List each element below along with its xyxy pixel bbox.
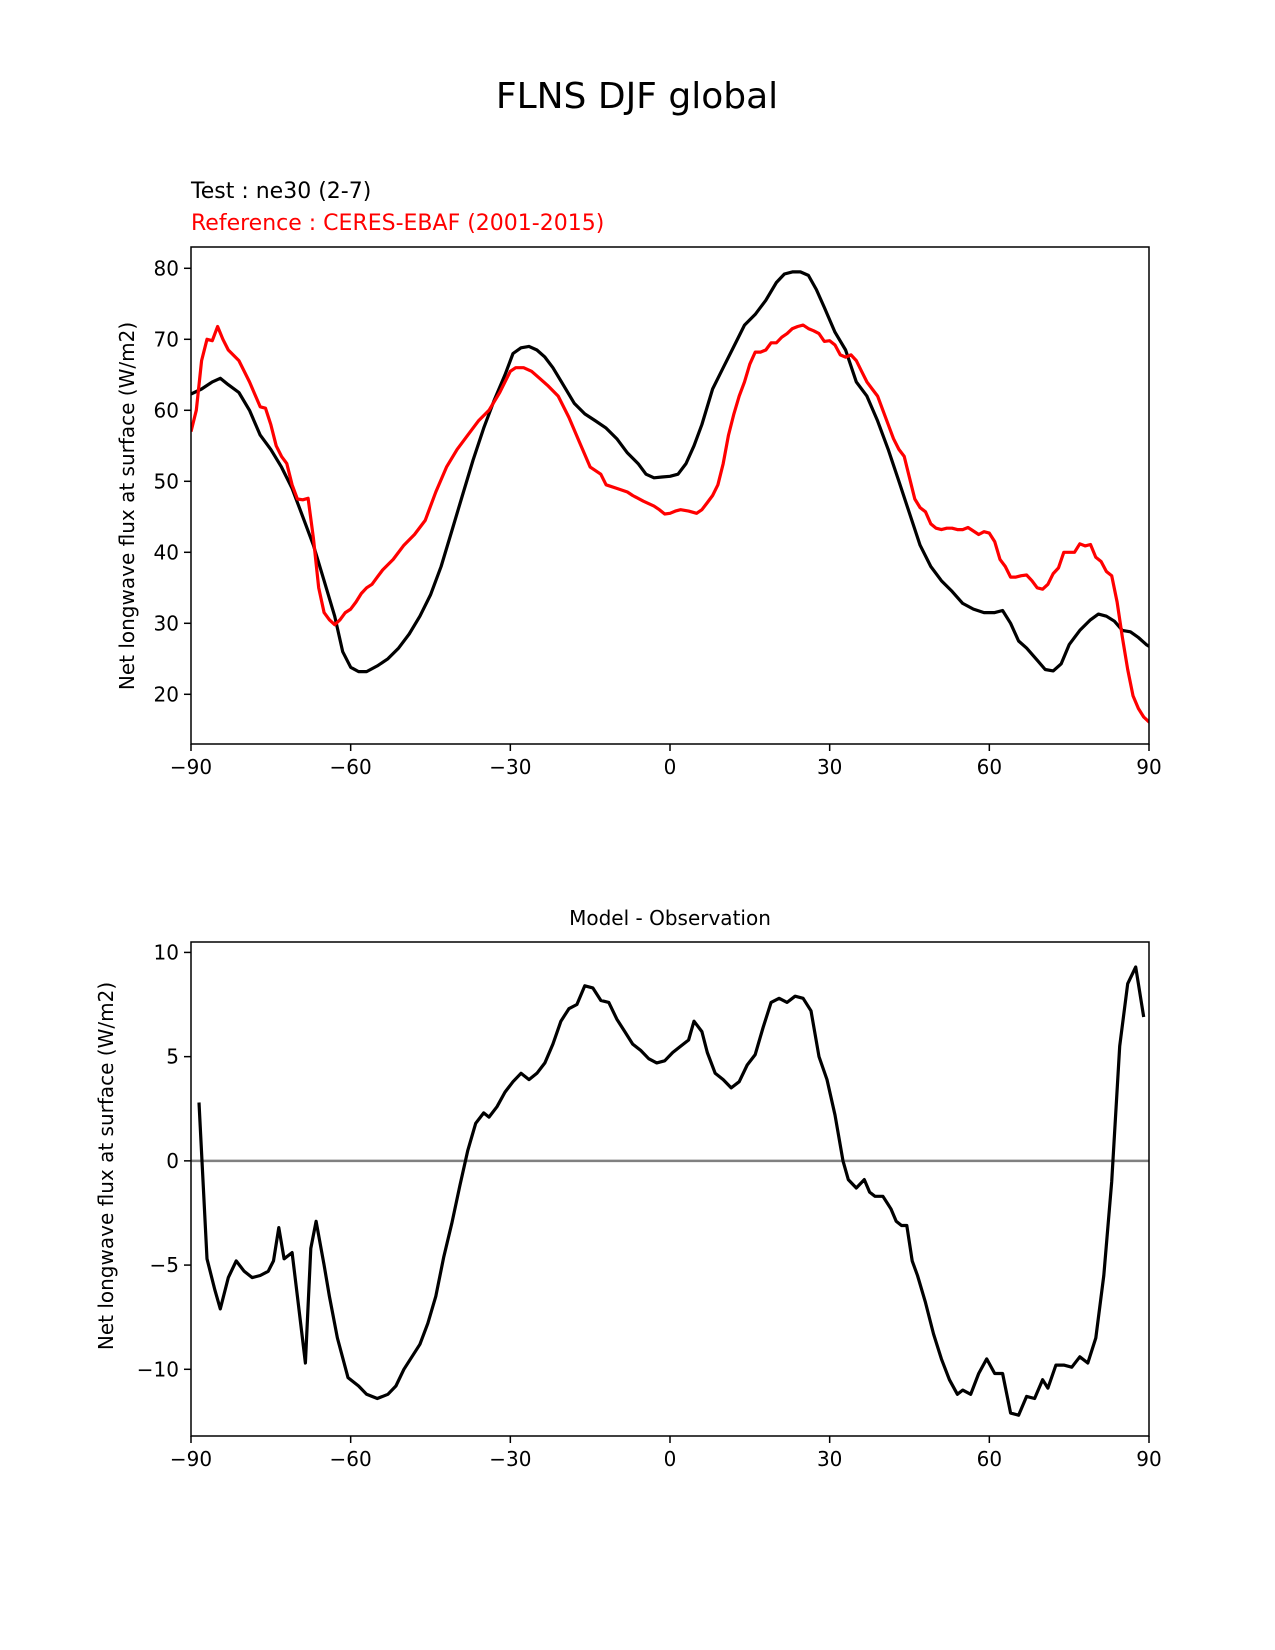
top-plot-frame bbox=[190, 246, 1150, 745]
top-series-line-0 bbox=[191, 270, 1149, 674]
bottom-y-tick-label: 0 bbox=[166, 1149, 179, 1173]
top-x-tick-label: 30 bbox=[817, 755, 842, 779]
bottom-x-tick-label: −60 bbox=[330, 1447, 372, 1471]
top-series-line-1 bbox=[191, 323, 1149, 724]
bottom-x-tick-label: 60 bbox=[977, 1447, 1002, 1471]
bottom-x-tick-label: −30 bbox=[489, 1447, 531, 1471]
top-y-tick-label: 40 bbox=[154, 540, 179, 564]
figure-title: FLNS DJF global bbox=[496, 76, 778, 117]
bottom-x-tick-label: 30 bbox=[817, 1447, 842, 1471]
reference-label: Reference : CERES-EBAF (2001-2015) bbox=[191, 211, 604, 236]
bottom-x-tick-label: 90 bbox=[1136, 1447, 1161, 1471]
top-y-tick-label: 70 bbox=[154, 327, 179, 351]
bottom-y-tick-label: 5 bbox=[166, 1045, 179, 1069]
bottom-series-line-0 bbox=[197, 965, 1146, 1417]
top-y-tick-label: 80 bbox=[154, 256, 179, 280]
top-x-tick-label: −30 bbox=[489, 755, 531, 779]
bottom-y-tick-label: −10 bbox=[137, 1357, 179, 1381]
top-y-tick-label: 30 bbox=[154, 611, 179, 635]
top-series-layer bbox=[191, 270, 1149, 724]
bottom-x-tick-label: −90 bbox=[170, 1447, 212, 1471]
bottom-y-axis-label: Net longwave flux at surface (W/m2) bbox=[94, 982, 118, 1350]
top-x-tick-label: 60 bbox=[977, 755, 1002, 779]
bottom-y-tick-label: 10 bbox=[154, 940, 179, 964]
top-x-tick-label: 0 bbox=[664, 755, 677, 779]
bottom-y-tick-label: −5 bbox=[150, 1253, 179, 1277]
top-ticks-layer: −90 −60 −30 0 30 60 90 20 30 40 50 60 70 80 bbox=[154, 256, 1162, 779]
bottom-title: Model - Observation bbox=[569, 906, 771, 930]
top-y-tick-label: 20 bbox=[154, 682, 179, 706]
top-y-axis-label: Net longwave flux at surface (W/m2) bbox=[115, 322, 139, 690]
top-panel: Test : ne30 (2-7) Reference : CERES-EBAF… bbox=[115, 179, 1162, 779]
bottom-series-layer bbox=[191, 965, 1149, 1417]
top-x-tick-label: −60 bbox=[330, 755, 372, 779]
test-label: Test : ne30 (2-7) bbox=[190, 179, 371, 204]
bottom-ticks-layer: −90 −60 −30 0 30 60 90 −10 −5 0 5 10 bbox=[137, 940, 1162, 1471]
top-y-tick-label: 50 bbox=[154, 469, 179, 493]
bottom-panel: Model - Observation Net longwave flux at… bbox=[94, 906, 1162, 1471]
top-x-tick-label: 90 bbox=[1136, 755, 1161, 779]
bottom-plot-frame bbox=[190, 941, 1150, 1437]
top-y-tick-label: 60 bbox=[154, 398, 179, 422]
bottom-x-tick-label: 0 bbox=[664, 1447, 677, 1471]
top-x-tick-label: −90 bbox=[170, 755, 212, 779]
